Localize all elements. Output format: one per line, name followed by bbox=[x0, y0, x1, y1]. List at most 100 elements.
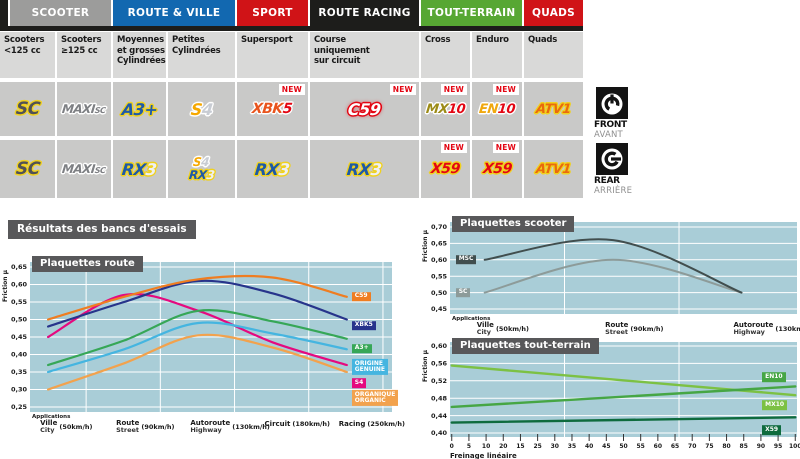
new-badge: NEW bbox=[492, 142, 519, 153]
rear-row-cell: NEW X59 bbox=[421, 140, 470, 198]
scooter-chart-svg: 0,70 0,65 0,60 0,55 0,50 0,45 Friction µ bbox=[422, 222, 797, 314]
category-en: Street bbox=[116, 426, 140, 435]
y-axis-tick-label: 0,52 bbox=[431, 377, 447, 385]
category-fr: Ville bbox=[40, 419, 58, 427]
product-badge-maxisc: MAXISC bbox=[61, 102, 106, 116]
chart-plot-area bbox=[450, 222, 797, 314]
legend-chip-line: ORIGINE bbox=[354, 359, 383, 367]
badge-part: MAXI bbox=[61, 102, 96, 116]
front-brake-icon bbox=[596, 87, 628, 119]
column-header-line: Enduro bbox=[476, 35, 509, 45]
product-badge-en10: EN10 bbox=[478, 102, 515, 117]
column-header-line: Petites bbox=[172, 35, 205, 45]
y-axis-tick-label: 0,65 bbox=[431, 240, 448, 248]
column-header-cell: Moyennes et grosses Cylindrées bbox=[113, 32, 166, 78]
category-fr: Ville bbox=[476, 321, 494, 329]
front-label: FRONT bbox=[594, 120, 627, 130]
legend-chip-line: MSC bbox=[458, 255, 474, 263]
badge-part: 4 bbox=[200, 99, 214, 119]
front-row-cell: NEW EN10 bbox=[472, 82, 522, 136]
column-header-line: Quads bbox=[528, 35, 558, 45]
legend-chip-a3+: A3+ bbox=[351, 343, 372, 354]
y-axis-tick-label: 0,35 bbox=[11, 368, 28, 376]
x-axis-tick-label: 60 bbox=[654, 443, 662, 450]
category-label: Ville City (50km/h) bbox=[40, 419, 93, 434]
category-speed: (130km/h) bbox=[775, 325, 800, 334]
column-header-cell: Cross bbox=[421, 32, 470, 78]
product-badge-atv1: ATV1 bbox=[535, 102, 571, 117]
column-header-line: Scooters bbox=[4, 35, 45, 45]
product-badge-s4: S4 bbox=[190, 100, 214, 119]
new-badge: NEW bbox=[440, 142, 467, 153]
rear-row-cell: RX3 bbox=[113, 140, 166, 198]
y-axis-tick-label: 0,60 bbox=[431, 256, 448, 264]
legend-chip-organique: ORGANIQUE ORGANIC bbox=[351, 389, 399, 407]
column-header-cell: Scooters ≥125 cc bbox=[57, 32, 111, 78]
column-header-line: Scooters bbox=[61, 35, 102, 45]
y-axis-tick-label: 0,40 bbox=[431, 429, 448, 437]
category-speed: (90km/h) bbox=[630, 325, 664, 334]
x-axis-tick-label: 75 bbox=[705, 443, 713, 450]
header-group-sport: SPORT bbox=[237, 0, 308, 26]
legend-chip-c59: C59 bbox=[351, 291, 371, 302]
chart-tt-title: Plaquettes tout-terrain bbox=[452, 338, 599, 354]
column-header-line: Supersport bbox=[241, 35, 293, 45]
avant-label: AVANT bbox=[594, 130, 623, 140]
badge-part: SC bbox=[94, 106, 107, 115]
y-axis-tick-label: 0,55 bbox=[11, 298, 28, 306]
legend-chip-line: X59 bbox=[765, 426, 779, 434]
x-axis-tick-label: 5 bbox=[467, 443, 471, 450]
new-badge: NEW bbox=[492, 84, 519, 95]
column-header-line: uniquement bbox=[314, 45, 370, 56]
x-axis-tick-label: 80 bbox=[722, 443, 730, 450]
badge-part: ATV1 bbox=[535, 161, 572, 177]
column-header-cell: Supersport bbox=[237, 32, 308, 78]
series-line-c59 bbox=[47, 274, 348, 321]
x-axis-tick-label: 30 bbox=[551, 443, 559, 450]
category-fr: Circuit bbox=[264, 420, 291, 428]
header-group-scooter: SCOOTER bbox=[10, 0, 111, 26]
product-badge-mx10: MX10 bbox=[425, 102, 466, 117]
column-header-cell: Scooters <125 cc bbox=[0, 32, 55, 78]
category-fr: Route bbox=[605, 321, 629, 329]
badge-part: 3 bbox=[205, 168, 215, 182]
category-speed: (250km/h) bbox=[367, 420, 406, 428]
chart-plaquettes-tout-terrain: Plaquettes tout-terrain 0,60 0,56 0,52 0,48… bbox=[420, 334, 800, 459]
legend-chip-en10: EN10 bbox=[762, 372, 786, 383]
column-header-line: Course bbox=[314, 35, 346, 45]
product-badge-x59: X59 bbox=[430, 161, 460, 177]
front-row-cell: S4 bbox=[168, 82, 235, 136]
category-speed: (50km/h) bbox=[59, 423, 93, 432]
badge-part: X59 bbox=[430, 161, 461, 177]
category-en: Highway bbox=[190, 426, 222, 435]
column-header-line: <125 cc bbox=[4, 45, 41, 56]
x-axis-tick-label: 35 bbox=[568, 443, 576, 450]
rear-axle-label: REAR ARRIÈRE bbox=[594, 143, 644, 196]
badge-part: RX bbox=[121, 159, 147, 179]
y-axis-tick-label: 0,25 bbox=[11, 403, 28, 411]
y-axis-tick-label: 0,45 bbox=[431, 305, 448, 313]
category-en: Street bbox=[605, 328, 628, 337]
product-badge-sc: SC bbox=[15, 159, 41, 179]
legend-chip-x59: X59 bbox=[762, 425, 782, 436]
chart-plaquettes-scooter: Plaquettes scooter 0,70 0,65 0,60 0,55 0,50 0… bbox=[420, 212, 800, 337]
product-badge-xbk5: XBK5 bbox=[252, 101, 294, 117]
front-row-cell: NEW MX10 bbox=[421, 82, 470, 136]
rear-label: REAR bbox=[594, 176, 620, 186]
chart-scooter-title: Plaquettes scooter bbox=[452, 216, 575, 232]
badge-part: MAXI bbox=[61, 162, 96, 176]
x-axis-caption: Applications bbox=[32, 414, 71, 420]
legend-chip-line: MX10 bbox=[765, 400, 785, 408]
route-chart-svg: 0,65 0,60 0,55 0,50 0,45 0,40 0,35 0,30 0,25 Fric… bbox=[2, 262, 392, 412]
category-label: Circuit (180km/h) bbox=[265, 420, 330, 428]
legend-chip-xbk5: XBK5 bbox=[351, 320, 376, 331]
new-badge: NEW bbox=[389, 84, 416, 95]
rear-row-cell: RX3 bbox=[237, 140, 308, 198]
category-speed: (180km/h) bbox=[292, 420, 331, 428]
series-line-origine bbox=[47, 321, 348, 374]
y-axis-title: Friction µ bbox=[422, 229, 429, 262]
product-badge-maxisc: MAXISC bbox=[61, 162, 106, 176]
x-axis-tick-label: 0 bbox=[450, 443, 454, 450]
x-axis-tick-label: 55 bbox=[636, 443, 644, 450]
